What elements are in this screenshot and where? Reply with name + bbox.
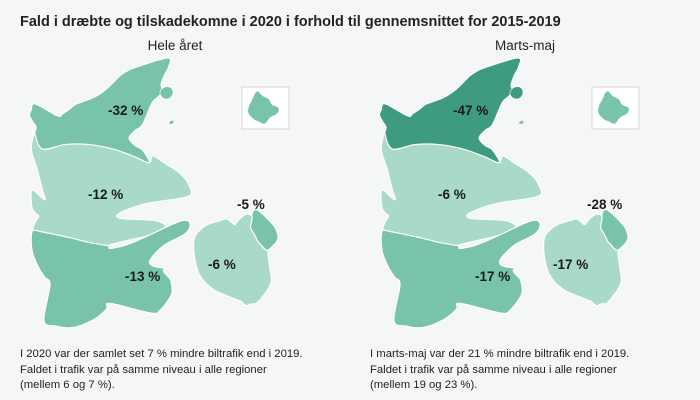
svg-text:-28 %: -28 % xyxy=(587,197,622,212)
svg-text:-17 %: -17 % xyxy=(475,269,510,284)
svg-text:-47 %: -47 % xyxy=(453,103,488,118)
svg-text:-12 %: -12 % xyxy=(88,187,123,202)
svg-text:-6 %: -6 % xyxy=(438,187,466,202)
svg-text:-6 %: -6 % xyxy=(208,257,236,272)
svg-text:-17 %: -17 % xyxy=(553,257,588,272)
svg-text:-13 %: -13 % xyxy=(125,269,160,284)
svg-text:-32 %: -32 % xyxy=(108,103,143,118)
svg-text:-5 %: -5 % xyxy=(237,197,265,212)
